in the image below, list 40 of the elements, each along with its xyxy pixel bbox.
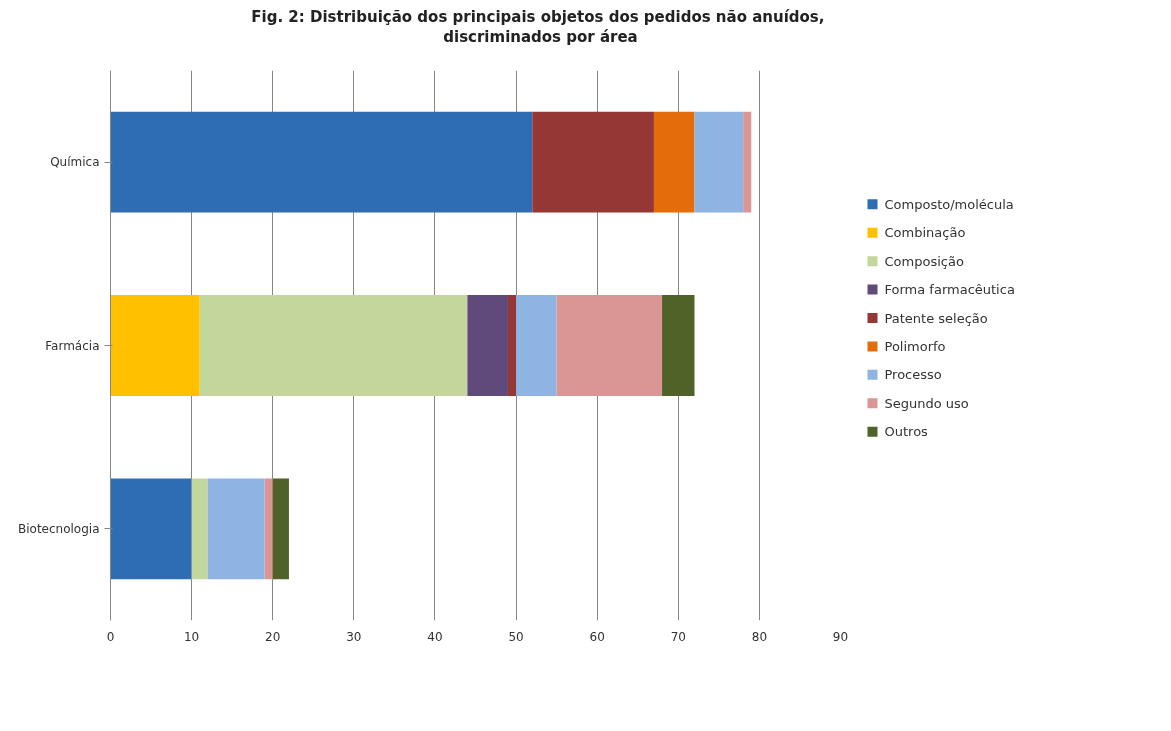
bar (110, 478, 192, 580)
x-tick-label: 80 (751, 629, 768, 644)
y-tick-label: Biotecnologia (17, 521, 100, 536)
x-tick-label: 30 (346, 629, 362, 644)
bar (467, 295, 508, 396)
bar (507, 295, 517, 396)
legend-label: Processo (884, 367, 942, 383)
bar (556, 295, 663, 396)
bar (110, 295, 200, 396)
bar (516, 295, 557, 396)
bar (694, 111, 744, 213)
legend-label: Forma farmacêutica (884, 282, 1015, 298)
x-tick-label: 70 (670, 629, 686, 644)
legend-label: Composto/molécula (884, 196, 1014, 212)
y-tick-label: Química (50, 155, 100, 170)
bar (662, 295, 695, 396)
bar (264, 478, 273, 580)
bar (110, 111, 533, 213)
x-tick-label: 10 (183, 629, 200, 644)
legend-label: Patente seleção (884, 310, 988, 326)
bar (191, 478, 208, 580)
legend-label: Segundo uso (884, 395, 969, 411)
bar (207, 478, 265, 580)
bar (199, 295, 468, 396)
bar (272, 478, 289, 580)
bar (532, 111, 654, 213)
x-tick-label: 40 (427, 629, 443, 644)
bar (743, 111, 752, 213)
legend-label: Polimorfo (884, 338, 946, 354)
x-tick-label: 90 (832, 629, 849, 644)
x-tick-label: 50 (508, 629, 524, 644)
bar (653, 111, 695, 213)
x-tick-label: 60 (589, 629, 605, 644)
x-tick-label: 0 (106, 629, 115, 644)
legend-label: Outros (884, 424, 929, 440)
legend-label: Composição (884, 253, 964, 269)
chart-title: Fig. 2: Distribuição dos principais objetos dos pedidos não anuídos, discriminados por área (251, 7, 825, 46)
x-tick-label: 20 (265, 629, 281, 644)
legend-label: Combinação (884, 225, 966, 241)
y-tick-label: Farmácia (45, 338, 100, 353)
